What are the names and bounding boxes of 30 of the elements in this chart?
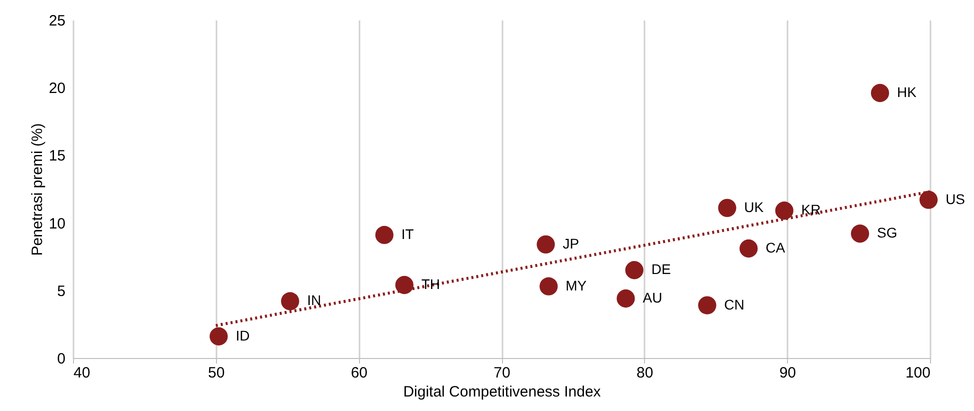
annotation: ID — [236, 327, 250, 344]
y-axis-title: Penetrasi premi (%) — [28, 123, 46, 256]
annotation: IT — [401, 226, 414, 242]
x-tick-label: 60 — [350, 364, 368, 382]
y-tick-label: 10 — [48, 215, 66, 232]
annotation: SG — [877, 224, 898, 241]
y-tick-label: 15 — [48, 148, 66, 165]
annotation: MY — [566, 277, 588, 294]
annotation: CN — [724, 296, 744, 312]
annotation: US — [946, 190, 966, 207]
annotation: KR — [801, 202, 821, 218]
x-axis-title: Digital Competitiveness Index — [403, 384, 602, 400]
x-tick-label: 100 — [905, 364, 930, 382]
annotation: CA — [766, 239, 786, 256]
x-tick-label: 80 — [636, 364, 654, 382]
y-tick-label: 5 — [57, 282, 66, 300]
y-tick-label: 20 — [48, 80, 66, 98]
annotation: JP — [562, 235, 580, 252]
x-tick-label: 40 — [74, 364, 90, 382]
annotation: HK — [897, 84, 918, 100]
x-tick-label: 90 — [779, 364, 796, 382]
annotation: IN — [307, 292, 322, 308]
x-tick-label: 50 — [208, 364, 225, 382]
y-tick-label: 25 — [48, 12, 66, 30]
annotation: UK — [744, 198, 764, 215]
annotation: AU — [642, 290, 662, 306]
annotation: DE — [651, 261, 671, 278]
x-tick-label: 70 — [494, 364, 510, 382]
annotation: TH — [421, 276, 440, 292]
y-tick-label: 0 — [57, 350, 66, 368]
